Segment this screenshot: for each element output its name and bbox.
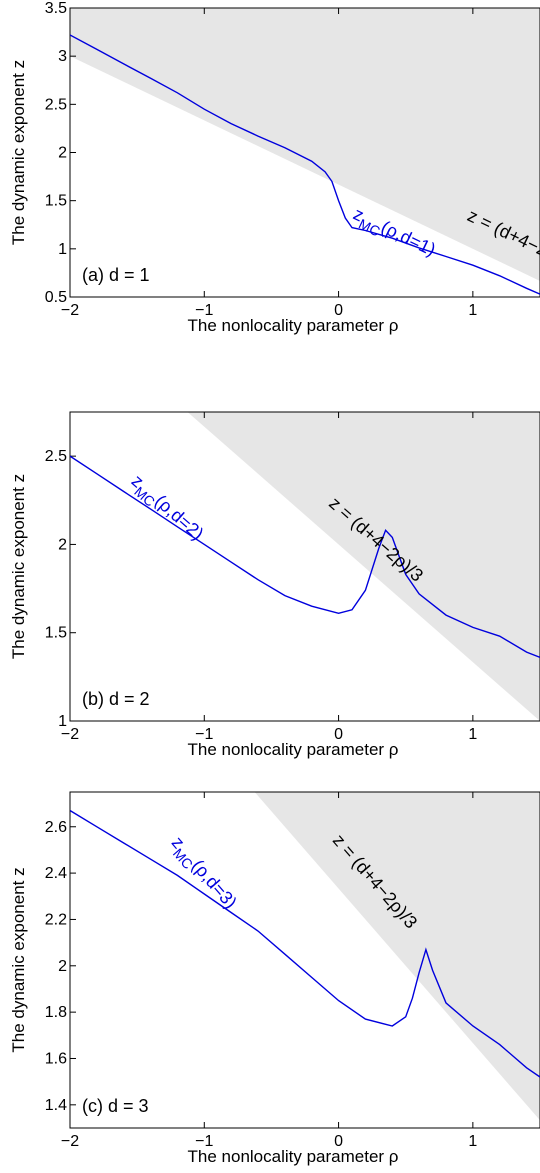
y-tick-label: 1.8 [45, 1004, 67, 1021]
y-tick-label: 1 [58, 241, 67, 258]
series-label-rest: (ρ,d=3) [188, 856, 241, 913]
y-axis-label: The dynamic exponent z [9, 60, 28, 245]
x-tick-label: −2 [61, 1133, 79, 1150]
y-tick-label: 0.5 [45, 289, 67, 306]
y-axis-label: The dynamic exponent z [9, 867, 28, 1052]
panel-c: −2 −1 0 1 1.4 1.6 1.8 2 2.2 2.4 2.6 The nonlocality… [9, 791, 540, 1166]
x-tick-label: −2 [61, 302, 79, 319]
bound-shaded-region [254, 792, 540, 1121]
x-axis-label: The nonlocality parameter ρ [188, 316, 399, 335]
mc-series-line [70, 34, 540, 295]
panel-label: (a) d = 1 [82, 265, 150, 285]
y-axis-label: The dynamic exponent z [9, 474, 28, 659]
y-tick-label: 2.4 [45, 865, 67, 882]
x-tick-label: −2 [61, 726, 79, 743]
y-tick-label: 2.2 [45, 911, 67, 928]
axes-frame [69, 411, 540, 722]
y-tick-label: 1.6 [45, 1050, 67, 1067]
y-tick-label: 2 [58, 145, 67, 162]
x-tick-label: −1 [195, 1133, 213, 1150]
y-tick-label: 3.5 [45, 0, 67, 17]
y-tick-label: 2.6 [45, 819, 67, 836]
x-axis-label: The nonlocality parameter ρ [188, 1147, 399, 1166]
series-label-rest: (ρ,d=2) [151, 491, 208, 544]
y-tick-label: 1.4 [45, 1097, 67, 1114]
x-tick-label: 1 [468, 726, 477, 743]
x-tick-label: 0 [334, 726, 343, 743]
x-tick-label: 0 [334, 302, 343, 319]
panel-label: (c) d = 3 [82, 1096, 149, 1116]
mc-series-line [70, 455, 540, 659]
bound-shaded-region [70, 8, 540, 281]
mc-series-line [70, 809, 540, 1078]
y-tick-label: 2.5 [45, 448, 67, 465]
y-tick-label: 2.5 [45, 96, 67, 113]
x-axis-label: The nonlocality parameter ρ [188, 740, 399, 759]
y-tick-label: 2 [58, 536, 67, 553]
panel-a: −2 −1 0 1 0.5 1 1.5 2 2.5 3 3.5 The nonlocality par… [9, 0, 540, 335]
panel-label: (b) d = 2 [82, 689, 150, 709]
x-tick-label: −1 [195, 726, 213, 743]
y-tick-label: 2 [58, 958, 67, 975]
y-tick-label: 1 [58, 713, 67, 730]
x-tick-label: 0 [334, 1133, 343, 1150]
y-tick-label: 1.5 [45, 193, 67, 210]
bound-shaded-region [187, 412, 540, 721]
x-tick-label: 1 [468, 1133, 477, 1150]
y-tick-label: 3 [58, 48, 67, 65]
x-tick-label: −1 [195, 302, 213, 319]
axes-frame [69, 791, 540, 1129]
series-label: zMC(ρ,d=2) [125, 471, 208, 548]
x-tick-label: 1 [468, 302, 477, 319]
y-tick-label: 1.5 [45, 625, 67, 642]
